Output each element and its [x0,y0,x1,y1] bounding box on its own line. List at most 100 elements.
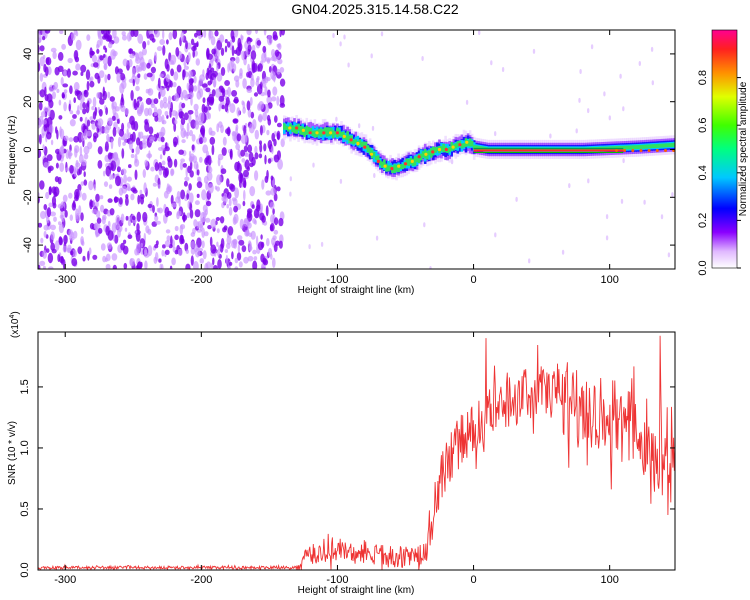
spectrogram-noise-speck [247,144,253,153]
spectrogram-noise-speck [122,34,127,41]
spectrogram-noise-speck [68,137,74,142]
spectrogram-noise-speck [157,77,161,89]
ridge-green [346,131,349,141]
spectrogram-noise-speck [84,129,88,140]
spectrogram-noise-speck [203,106,208,113]
spectrogram-noise-speck [46,105,51,117]
spectrogram-noise-speck [159,73,164,78]
spectrogram-faint-speck [335,116,338,122]
spectrogram-noise-speck [234,266,239,269]
spectrogram-noise-speck [261,79,266,84]
spectrogram-noise-speck [261,215,266,223]
spectrogram-noise-speck [39,260,46,266]
spectrogram-noise-speck [147,228,152,235]
snr-marks [38,335,675,570]
spectrogram-noise-speck [203,175,209,184]
spectrogram-noise-speck [242,200,246,207]
spectrogram-noise-speck [188,156,194,162]
spectrogram-noise-speck [193,85,198,92]
spectrogram-noise-speck [102,214,107,221]
spectrogram-noise-speck [216,72,223,82]
spectrogram-noise-speck [110,138,114,150]
spectrogram-noise-speck [194,120,200,130]
ridge-green [591,147,594,151]
spectrogram-noise-speck [184,176,190,182]
spectrogram-noise-speck [101,30,104,35]
spectrogram-noise-speck [239,218,244,230]
spectrogram-noise-speck [43,204,48,211]
ridge-green [472,145,476,150]
ridge-core-dot [315,131,319,135]
spectrogram-noise-speck [247,63,251,72]
ridge-green [283,123,286,130]
spectrogram-noise-speck [250,111,255,119]
spectrogram-noise-speck [116,72,121,84]
spectrogram-noise-speck [57,254,61,262]
spectrogram-noise-speck [233,213,239,224]
ridge-green [421,151,425,158]
spectrogram-noise-speck [112,30,117,39]
spectrogram-noise-speck [142,135,148,140]
spectrogram-noise-speck [63,101,67,112]
spectrogram-noise-speck [156,132,160,139]
spectrogram-noise-speck [193,103,199,111]
spectrogram-xlabel: Height of straight line (km) [298,285,415,296]
spectrogram-noise-speck [124,227,128,232]
spectrogram-noise-speck [156,197,159,207]
spectrogram-noise-speck [266,129,270,136]
spectrogram-panel: -300 -200 -100 0 100 40 20 0 -20 -40 Height of st… [7,29,676,296]
spectrogram-faint-speck [289,176,292,182]
spectrogram-noise-speck [260,241,265,249]
spectrogram-noise-speck [75,39,82,51]
spectrogram-noise-speck [66,68,71,78]
ridge-green [638,145,641,149]
spectrogram-noise-speck [44,86,47,97]
ridge-green [630,145,633,150]
spectrogram-noise-speck [187,165,192,174]
ridge-green [436,146,439,152]
spectrogram-noise-speck [255,80,260,87]
spectrogram-noise-speck [69,214,74,221]
spectrogram-noise-speck [202,136,207,143]
spectrogram-noise-speck [271,49,276,58]
ridge-green [395,164,398,172]
spectrogram-noise-speck [222,227,227,233]
ridge-green [317,128,321,136]
spectrogram-noise-speck [154,115,159,122]
ridge-green [303,127,306,137]
spectrogram-noise-speck [194,42,199,48]
spectrogram-noise-speck [120,242,125,251]
spectrogram-noise-speck [224,249,229,253]
spectrogram-noise-speck [87,100,90,108]
spectrogram-noise-speck [55,162,59,169]
spectrogram-noise-speck [93,62,99,68]
spectrogram-noise-speck [136,223,140,233]
spectrogram-noise-speck [222,136,227,146]
spectrogram-noise-speck [133,98,137,109]
spectrogram-noise-speck [69,119,76,127]
spectrogram-faint-speck [568,183,571,189]
spectrogram-noise-speck [155,251,159,262]
ridge-green [646,144,649,149]
spectrogram-noise-speck [53,81,59,90]
spectrogram-noise-speck [229,150,233,158]
spectrogram-noise-speck [132,78,135,87]
ridge-green [442,144,445,153]
spectrogram-noise-speck [44,30,51,34]
colorbar-frame [711,29,738,269]
spectrogram-faint-speck [332,33,335,38]
spectrogram-noise-speck [159,154,163,160]
spectrogram-noise-speck [80,64,87,73]
spectrogram-noise-speck [123,133,127,144]
spectrogram-noise-speck [251,156,256,166]
spectrogram-noise-speck [131,148,135,154]
spectrogram-noise-speck [273,138,277,147]
spectrogram-noise-speck [229,103,236,114]
spectrogram-noise-speck [147,40,150,46]
spectrogram-noise-speck [73,81,80,92]
spectrogram-noise-speck [174,119,178,125]
spectrogram-noise-speck [42,249,47,259]
spectrogram-faint-speck [501,67,505,72]
spectrogram-noise-speck [233,75,240,82]
spectrogram-noise-speck [70,231,75,239]
